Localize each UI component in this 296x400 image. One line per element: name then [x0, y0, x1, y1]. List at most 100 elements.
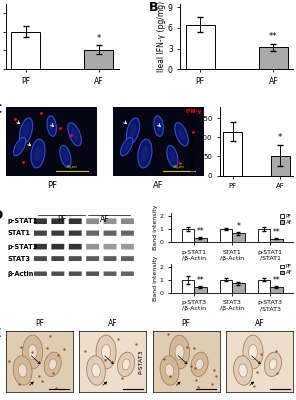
- FancyBboxPatch shape: [86, 272, 99, 276]
- Legend: PF, AF: PF, AF: [280, 264, 292, 276]
- Ellipse shape: [96, 335, 116, 369]
- FancyBboxPatch shape: [104, 218, 116, 224]
- FancyBboxPatch shape: [104, 244, 116, 250]
- Ellipse shape: [154, 116, 163, 136]
- Y-axis label: Band intensity: Band intensity: [152, 205, 157, 250]
- Ellipse shape: [167, 146, 178, 167]
- FancyBboxPatch shape: [69, 272, 82, 276]
- Text: AF: AF: [108, 319, 118, 328]
- Y-axis label: Ileal IFN-γ (pg/mg): Ileal IFN-γ (pg/mg): [157, 1, 166, 72]
- Ellipse shape: [22, 124, 30, 138]
- Text: B: B: [149, 1, 158, 14]
- Bar: [271, 156, 290, 176]
- Ellipse shape: [129, 124, 137, 138]
- FancyBboxPatch shape: [121, 256, 134, 261]
- Ellipse shape: [62, 150, 68, 162]
- Ellipse shape: [68, 123, 81, 146]
- Legend: PF, AF: PF, AF: [280, 214, 292, 225]
- FancyBboxPatch shape: [52, 244, 64, 250]
- Ellipse shape: [160, 356, 179, 385]
- Bar: [181, 229, 194, 242]
- Ellipse shape: [243, 335, 263, 369]
- Bar: [232, 233, 245, 242]
- FancyBboxPatch shape: [34, 230, 47, 236]
- Text: IFN-γ: IFN-γ: [185, 109, 202, 114]
- FancyBboxPatch shape: [34, 244, 47, 250]
- Ellipse shape: [175, 123, 188, 146]
- Bar: [194, 287, 207, 293]
- Text: D: D: [0, 209, 3, 222]
- Y-axis label: IFN-γ⁺ cells / HPF: IFN-γ⁺ cells / HPF: [190, 111, 197, 171]
- Ellipse shape: [175, 344, 184, 360]
- Ellipse shape: [49, 359, 57, 370]
- Text: AF: AF: [99, 215, 109, 224]
- Text: STAT3: STAT3: [7, 256, 30, 262]
- Ellipse shape: [141, 146, 149, 162]
- Ellipse shape: [234, 356, 252, 385]
- Bar: [84, 50, 113, 69]
- Ellipse shape: [120, 138, 133, 156]
- Bar: [259, 47, 288, 69]
- Text: *: *: [97, 34, 101, 43]
- Text: PF: PF: [58, 215, 67, 224]
- FancyBboxPatch shape: [34, 256, 47, 261]
- Text: PF: PF: [182, 319, 191, 328]
- Text: p-STAT3: p-STAT3: [7, 244, 38, 250]
- FancyBboxPatch shape: [121, 272, 134, 276]
- Ellipse shape: [71, 128, 78, 141]
- Ellipse shape: [18, 364, 27, 377]
- Text: STAT1: STAT1: [7, 230, 30, 236]
- Text: AF: AF: [153, 181, 164, 190]
- Ellipse shape: [248, 344, 258, 360]
- FancyBboxPatch shape: [69, 230, 82, 236]
- Bar: [194, 238, 207, 242]
- Bar: [258, 280, 270, 293]
- Ellipse shape: [31, 139, 45, 168]
- Ellipse shape: [123, 142, 130, 152]
- Ellipse shape: [126, 118, 140, 144]
- Ellipse shape: [118, 352, 135, 376]
- FancyBboxPatch shape: [52, 256, 64, 261]
- FancyBboxPatch shape: [104, 272, 116, 276]
- Ellipse shape: [138, 139, 152, 168]
- FancyBboxPatch shape: [52, 230, 64, 236]
- FancyBboxPatch shape: [69, 244, 82, 250]
- Ellipse shape: [196, 359, 203, 370]
- Ellipse shape: [92, 364, 100, 377]
- Ellipse shape: [44, 352, 61, 376]
- Ellipse shape: [169, 150, 176, 162]
- Ellipse shape: [16, 142, 23, 152]
- Ellipse shape: [28, 344, 37, 360]
- FancyBboxPatch shape: [69, 218, 82, 224]
- Text: β-Actin: β-Actin: [7, 271, 33, 277]
- Bar: [270, 287, 283, 293]
- Text: **: **: [269, 32, 278, 41]
- Text: 25μm: 25μm: [66, 165, 78, 169]
- FancyBboxPatch shape: [121, 230, 134, 236]
- Text: *: *: [278, 133, 282, 142]
- FancyBboxPatch shape: [86, 256, 99, 261]
- FancyBboxPatch shape: [86, 244, 99, 250]
- Text: C: C: [0, 103, 1, 116]
- Ellipse shape: [20, 118, 33, 144]
- Ellipse shape: [47, 116, 57, 136]
- Bar: [232, 283, 245, 293]
- Bar: [220, 280, 232, 293]
- Ellipse shape: [269, 359, 277, 370]
- FancyBboxPatch shape: [34, 218, 47, 224]
- FancyBboxPatch shape: [86, 218, 99, 224]
- Text: 25μm: 25μm: [173, 165, 185, 169]
- FancyBboxPatch shape: [52, 272, 64, 276]
- Text: P-STAT3: P-STAT3: [138, 349, 143, 374]
- Ellipse shape: [264, 352, 281, 376]
- Bar: [181, 280, 194, 293]
- Ellipse shape: [87, 356, 105, 385]
- Bar: [223, 132, 242, 176]
- FancyBboxPatch shape: [86, 230, 99, 236]
- Ellipse shape: [165, 364, 174, 377]
- FancyBboxPatch shape: [34, 272, 47, 276]
- Ellipse shape: [22, 335, 43, 369]
- FancyBboxPatch shape: [69, 256, 82, 261]
- Ellipse shape: [49, 120, 54, 132]
- Y-axis label: Band intensity: Band intensity: [152, 256, 157, 301]
